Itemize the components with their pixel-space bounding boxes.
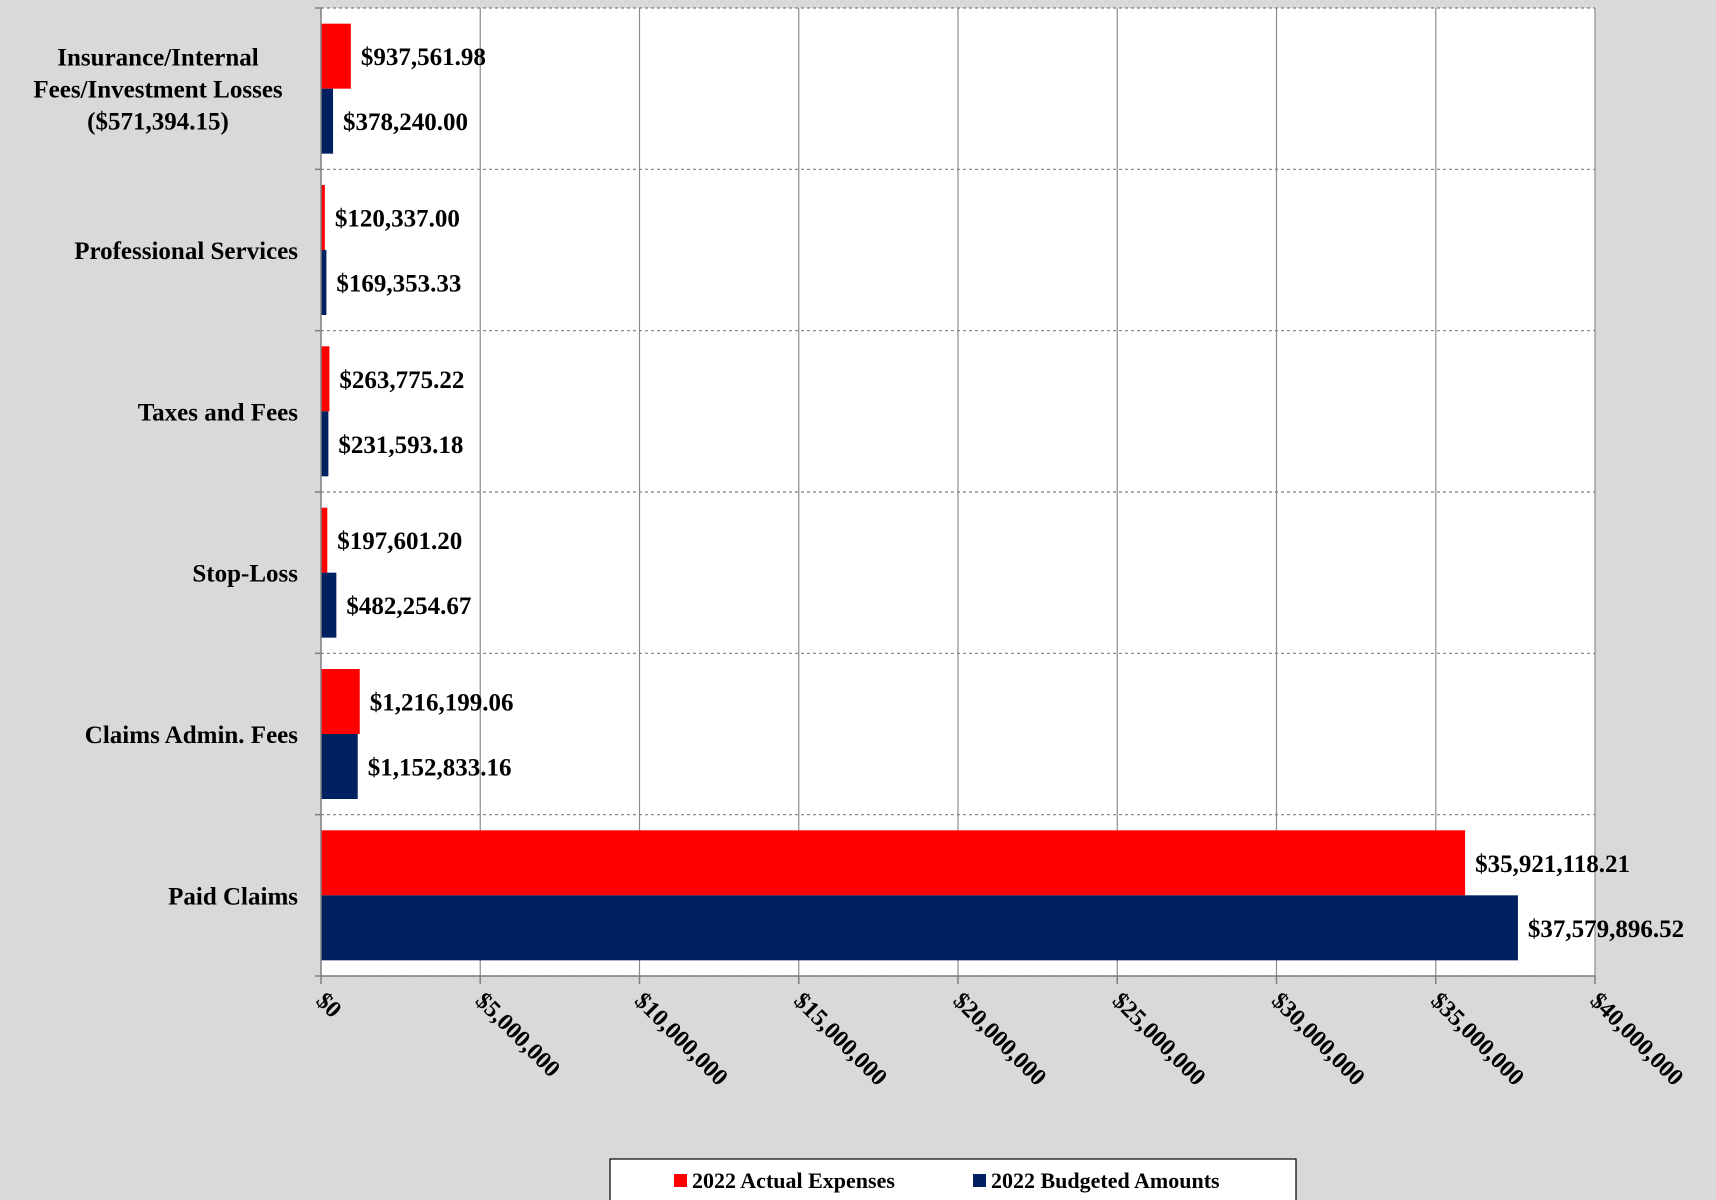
data-label: $378,240.00 [343,109,468,136]
bar-actual [321,346,330,412]
data-label: $937,561.98 [361,44,486,71]
data-label: $169,353.33 [336,271,461,298]
legend: 2022 Actual Expenses 2022 Budgeted Amount… [609,1158,1297,1200]
x-tick-label: $20,000,000 [948,988,1051,1091]
legend-swatch [674,1174,687,1187]
data-label: $197,601.20 [337,528,462,555]
bar-budgeted [321,734,358,799]
x-tick-label: $35,000,000 [1426,988,1529,1091]
axes [315,7,1596,984]
x-tick-label: $40,000,000 [1585,988,1688,1091]
x-tick-label: $30,000,000 [1266,988,1369,1091]
legend-label: 2022 Actual Expenses [692,1168,895,1193]
legend-label: 2022 Budgeted Amounts [991,1168,1220,1193]
bar-actual [321,830,1466,896]
data-label: $120,337.00 [335,206,460,233]
x-tick-label: $10,000,000 [629,988,732,1091]
bars [321,23,1518,961]
data-label: $37,579,896.52 [1528,916,1684,943]
data-label: $35,921,118.21 [1475,851,1630,878]
bar-budgeted [321,895,1518,961]
legend-swatch [973,1174,986,1187]
category-label: ($571,394.15) [87,109,229,136]
data-label: $1,152,833.16 [368,755,512,782]
category-label: Fees/Investment Losses [33,77,283,104]
legend-box [609,1158,1297,1200]
category-label: Stop-Loss [192,561,298,588]
data-label: $1,216,199.06 [370,690,514,717]
bar-actual [321,507,328,573]
category-label: Taxes and Fees [138,399,298,426]
x-tick-label: $25,000,000 [1107,988,1210,1091]
category-label: Claims Admin. Fees [85,722,298,749]
bar-actual [321,185,325,250]
x-tick-label: $0 [311,988,346,1023]
bar-actual [321,669,360,734]
data-label: $482,254.67 [346,593,471,620]
category-label: Paid Claims [168,883,298,910]
category-label: Professional Services [74,238,298,265]
bar-budgeted [321,411,329,477]
x-tick-label: $5,000,000 [470,988,565,1083]
bar-budgeted [321,250,327,315]
data-label: $231,593.18 [338,432,463,459]
x-tick-label: $15,000,000 [789,988,892,1091]
bar-actual [321,23,351,89]
category-label: Insurance/Internal [57,45,258,72]
data-label: $263,775.22 [339,367,464,394]
bar-budgeted [321,572,337,638]
bar-budgeted [321,88,334,154]
gridlines [321,7,1596,977]
